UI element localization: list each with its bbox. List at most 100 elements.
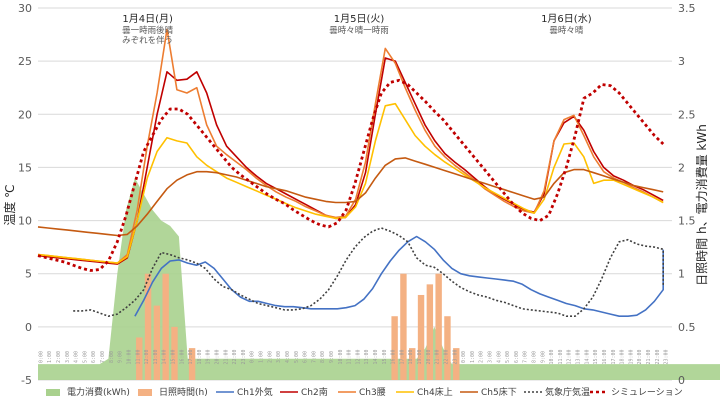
sunshine-bar-12 <box>144 273 152 380</box>
sunshine-bar-13 <box>153 305 161 380</box>
day-date-label: 1月6日(水) <box>541 13 592 25</box>
legend-label-8: シミュレーション <box>611 388 683 398</box>
day-weather-label: 曇時々晴一時雨 <box>329 25 389 36</box>
hour-label: 10:00 <box>549 349 555 364</box>
hour-label: 1:00 <box>47 351 53 363</box>
sunshine-bar-43 <box>417 294 425 380</box>
series-area-0 <box>38 178 720 380</box>
hour-label: 3:00 <box>276 351 282 363</box>
sunshine-bar-14 <box>162 273 169 380</box>
y-right-tick-label: 1 <box>678 268 685 281</box>
hour-label: 2:00 <box>56 351 62 363</box>
hour-label: 9:00 <box>329 351 335 363</box>
hour-label: 14:00 <box>162 349 168 364</box>
hour-label: 20:00 <box>215 349 221 364</box>
hour-label: 3:00 <box>65 351 71 363</box>
legend-label-4: Ch3腰 <box>359 387 386 398</box>
y-right-tick-label: 0.5 <box>678 321 696 334</box>
hour-label: 4:00 <box>496 351 502 363</box>
y-left-tick-label: -5 <box>21 374 32 387</box>
hour-label: 15:00 <box>382 349 388 364</box>
day-date-label: 1月5日(火) <box>334 13 385 25</box>
hour-label: 21:00 <box>435 349 441 364</box>
legend-swatch-0 <box>46 389 60 396</box>
hour-label: 13:00 <box>576 349 582 364</box>
temperature-lines <box>37 28 665 318</box>
y-right-tick-label: 2.5 <box>678 108 696 121</box>
hour-label: 1:00 <box>259 351 265 363</box>
hour-label: 19:00 <box>206 349 212 364</box>
series-line-4 <box>37 28 664 264</box>
sunshine-bar-46 <box>444 316 451 380</box>
hour-label: 8:00 <box>109 351 115 363</box>
legend-label-3: Ch2南 <box>301 386 328 398</box>
y-right-tick-label: 2 <box>678 161 685 174</box>
hour-label: 6:00 <box>514 351 520 363</box>
hour-label: 22:00 <box>443 349 449 364</box>
y-axis-right-title: 日照時間 h、電力消費量 kWh <box>694 124 709 286</box>
hour-label: 18:00 <box>197 349 203 364</box>
hour-label: 21:00 <box>223 349 229 364</box>
sunshine-bar-41 <box>400 273 407 380</box>
hour-label: 9:00 <box>118 351 124 363</box>
hour-label: 15:00 <box>593 349 599 364</box>
hour-label: 22:00 <box>232 349 238 364</box>
y-right-tick-label: 3.5 <box>678 2 696 15</box>
hour-label: 7:00 <box>523 351 529 363</box>
sunshine-bar-44 <box>426 284 434 380</box>
y-left-tick-label: 20 <box>18 108 32 121</box>
hour-label: 11:00 <box>135 349 141 364</box>
hour-label: 22:00 <box>655 349 661 364</box>
hour-label: 2:00 <box>479 351 485 363</box>
y-left-tick-label: 30 <box>18 2 32 15</box>
legend-label-2: Ch1外気 <box>237 386 273 398</box>
sunshine-bar-17 <box>188 348 196 380</box>
legend: 電力消費(kWh) 日照時間(h) Ch1外気 Ch2南 Ch3腰 Ch4床上 Ch5床下 気… <box>46 386 683 398</box>
day-date-label: 1月4日(月) <box>122 13 173 25</box>
hour-label: 12:00 <box>567 349 573 364</box>
hour-label: 4:00 <box>74 351 80 363</box>
legend-label-1: 日照時間(h) <box>159 387 208 398</box>
hour-label: 16:00 <box>391 349 397 364</box>
hour-label: 23:00 <box>664 349 670 364</box>
hour-label: 1:00 <box>470 351 476 363</box>
power-consumption-area <box>38 178 720 380</box>
y-axis-left-title: 温度 ℃ <box>2 184 17 225</box>
sunshine-bar-47 <box>453 348 460 380</box>
legend-label-5: Ch4床上 <box>417 386 453 398</box>
hour-label: 2:00 <box>267 351 273 363</box>
axes: -5 0 5 10 15 20 25 30 0 0.5 1 1.5 2 2.5 3 3.5 <box>18 2 696 387</box>
series-line-5 <box>37 102 664 264</box>
sunshine-bar-45 <box>435 273 442 380</box>
hour-label: 14:00 <box>584 349 590 364</box>
legend-label-6: Ch5床下 <box>481 386 517 398</box>
hour-label: 3:00 <box>487 351 493 363</box>
hour-label: 5:00 <box>82 351 88 363</box>
hour-label: 8:00 <box>532 351 538 363</box>
hour-label: 11:00 <box>558 349 564 364</box>
hour-label: 18:00 <box>620 349 626 364</box>
y-right-tick-label: 0 <box>678 374 685 387</box>
hour-label: 10:00 <box>338 349 344 364</box>
hour-label: 17:00 <box>188 349 194 364</box>
hour-label: 19:00 <box>417 349 423 364</box>
sunshine-bar-42 <box>409 348 416 380</box>
hour-label: 9:00 <box>540 351 546 363</box>
hour-label: 6:00 <box>91 351 97 363</box>
sunshine-bar-11 <box>136 337 143 380</box>
hour-label: 19:00 <box>628 349 634 364</box>
hour-label: 15:00 <box>170 349 176 364</box>
hour-label: 16:00 <box>179 349 185 364</box>
hour-label: 5:00 <box>294 351 300 363</box>
hour-label: 12:00 <box>355 349 361 364</box>
series-line-7 <box>73 227 665 318</box>
sunshine-bar-40 <box>391 316 398 380</box>
hour-label: 0:00 <box>461 351 467 363</box>
legend-swatch-1 <box>138 389 152 396</box>
hour-label: 12:00 <box>144 349 150 364</box>
hour-label: 0:00 <box>38 351 44 363</box>
series-line-2 <box>134 235 665 318</box>
